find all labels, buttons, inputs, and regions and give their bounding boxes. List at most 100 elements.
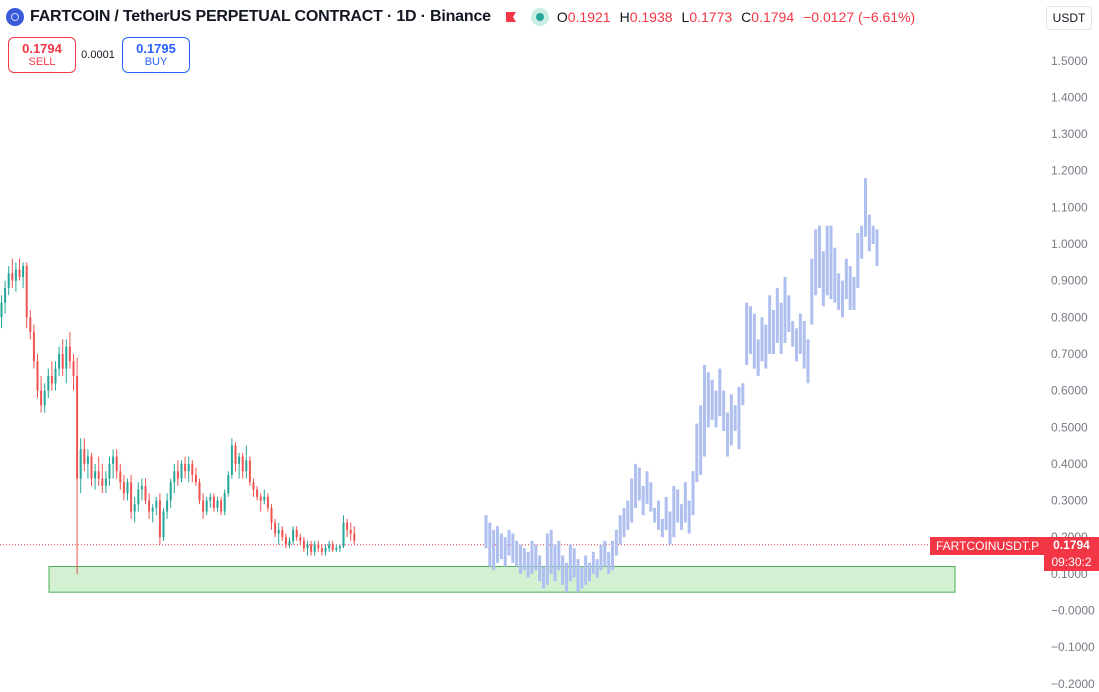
candle-body — [284, 537, 287, 545]
projection-bar — [818, 225, 821, 288]
buy-button[interactable]: 0.1795 BUY — [122, 37, 190, 73]
projection-bar — [733, 405, 737, 431]
candle-body — [263, 496, 266, 501]
projection-bar — [676, 489, 680, 523]
projection-bar — [825, 225, 829, 296]
candle-body — [230, 445, 233, 475]
projection-bar — [706, 372, 710, 428]
candle-body — [331, 544, 334, 551]
projection-bar — [875, 229, 879, 266]
candle-body — [205, 500, 208, 512]
projection-bar — [741, 383, 745, 406]
chart-header: FARTCOIN / TetherUS PERPETUAL CONTRACT ·… — [6, 6, 924, 28]
candle-body — [281, 529, 284, 538]
projection-bar — [795, 328, 798, 362]
candle-body — [288, 540, 291, 545]
y-axis-tick-label: −0.0000 — [1051, 604, 1095, 618]
candle-body — [22, 265, 25, 277]
buy-label: BUY — [144, 56, 168, 68]
fartcoin-logo-icon[interactable] — [6, 8, 24, 26]
candle-body — [191, 463, 194, 475]
symbol-title[interactable]: FARTCOIN / TetherUS PERPETUAL CONTRACT ·… — [30, 8, 491, 25]
projection-bar — [611, 540, 614, 571]
candle-body — [173, 471, 176, 483]
candle-body — [194, 474, 197, 483]
candle-body — [11, 273, 14, 281]
y-axis-tick-label: −0.2000 — [1051, 677, 1095, 691]
projection-bar — [622, 507, 626, 538]
sell-button[interactable]: 0.1794 SELL — [8, 37, 76, 73]
projection-bar — [668, 511, 672, 545]
projection-bar — [538, 555, 542, 582]
projection-bar — [530, 540, 534, 574]
candle-body — [274, 522, 277, 534]
candle-body — [306, 544, 309, 549]
projection-bar — [591, 551, 595, 574]
projection-bar — [626, 500, 630, 530]
candle-body — [0, 302, 3, 318]
projection-bar — [860, 225, 864, 259]
candle-body — [320, 548, 323, 552]
trade-panel: 0.1794 SELL 0.0001 0.1795 BUY — [8, 37, 190, 73]
y-axis-tick-label: 0.6000 — [1051, 384, 1088, 398]
candle-body — [18, 269, 21, 277]
candle-body — [342, 522, 345, 547]
candle-body — [198, 482, 201, 501]
projection-bar — [557, 540, 561, 571]
candle-body — [54, 368, 57, 384]
last-price-label: 0.1794 09:30:2 — [1044, 537, 1099, 571]
high-label: H — [619, 9, 630, 25]
flag-icon[interactable] — [505, 11, 517, 23]
y-axis-tick-label: 0.4000 — [1051, 457, 1088, 471]
market-status-icon[interactable] — [530, 8, 549, 26]
candle-body — [180, 463, 183, 479]
projection-bar — [507, 529, 511, 556]
candle-body — [202, 500, 205, 512]
candle-body — [162, 511, 165, 538]
y-axis-tick-label: 1.4000 — [1051, 90, 1088, 104]
candle-body — [259, 496, 262, 501]
currency-selector[interactable]: USDT — [1046, 6, 1092, 30]
candle-body — [349, 529, 352, 534]
candle-body — [328, 544, 331, 549]
candle-body — [248, 460, 251, 483]
candle-body — [7, 273, 10, 288]
candle-body — [14, 269, 17, 281]
projection-bar — [588, 562, 591, 582]
projection-bar — [576, 559, 580, 593]
y-axis-tick-label: 0.9000 — [1051, 274, 1088, 288]
candle-body — [29, 317, 32, 332]
candle-body — [238, 456, 241, 464]
projection-bar — [837, 273, 841, 310]
candle-body — [295, 529, 298, 538]
candle-body — [184, 463, 187, 472]
projection-bar — [496, 526, 499, 563]
support-zone — [48, 566, 956, 593]
candle-body — [126, 482, 129, 494]
candle-body — [133, 504, 136, 512]
y-axis-tick-label: 1.5000 — [1051, 54, 1088, 68]
change-value: −0.0127 (−6.61%) — [803, 9, 916, 25]
candle-body — [245, 460, 248, 472]
projection-bar — [760, 317, 764, 362]
candle-body — [338, 546, 341, 549]
projection-bar — [653, 507, 657, 523]
projection-bar — [672, 485, 676, 538]
projection-bar — [791, 320, 795, 347]
candle-body — [94, 471, 97, 479]
candle-body — [234, 445, 237, 464]
candle-body — [256, 489, 259, 497]
projection-bar — [503, 537, 507, 567]
projection-bar — [488, 522, 492, 567]
projection-bar — [580, 566, 584, 589]
candle-body — [166, 500, 169, 512]
candle-body — [299, 537, 302, 541]
projection-bar — [553, 544, 557, 582]
projection-bar — [833, 247, 837, 303]
candle-body — [169, 482, 172, 501]
projection-bar — [810, 258, 814, 325]
candle-body — [43, 390, 46, 406]
projection-bar — [645, 471, 649, 505]
projection-bar — [703, 364, 706, 457]
